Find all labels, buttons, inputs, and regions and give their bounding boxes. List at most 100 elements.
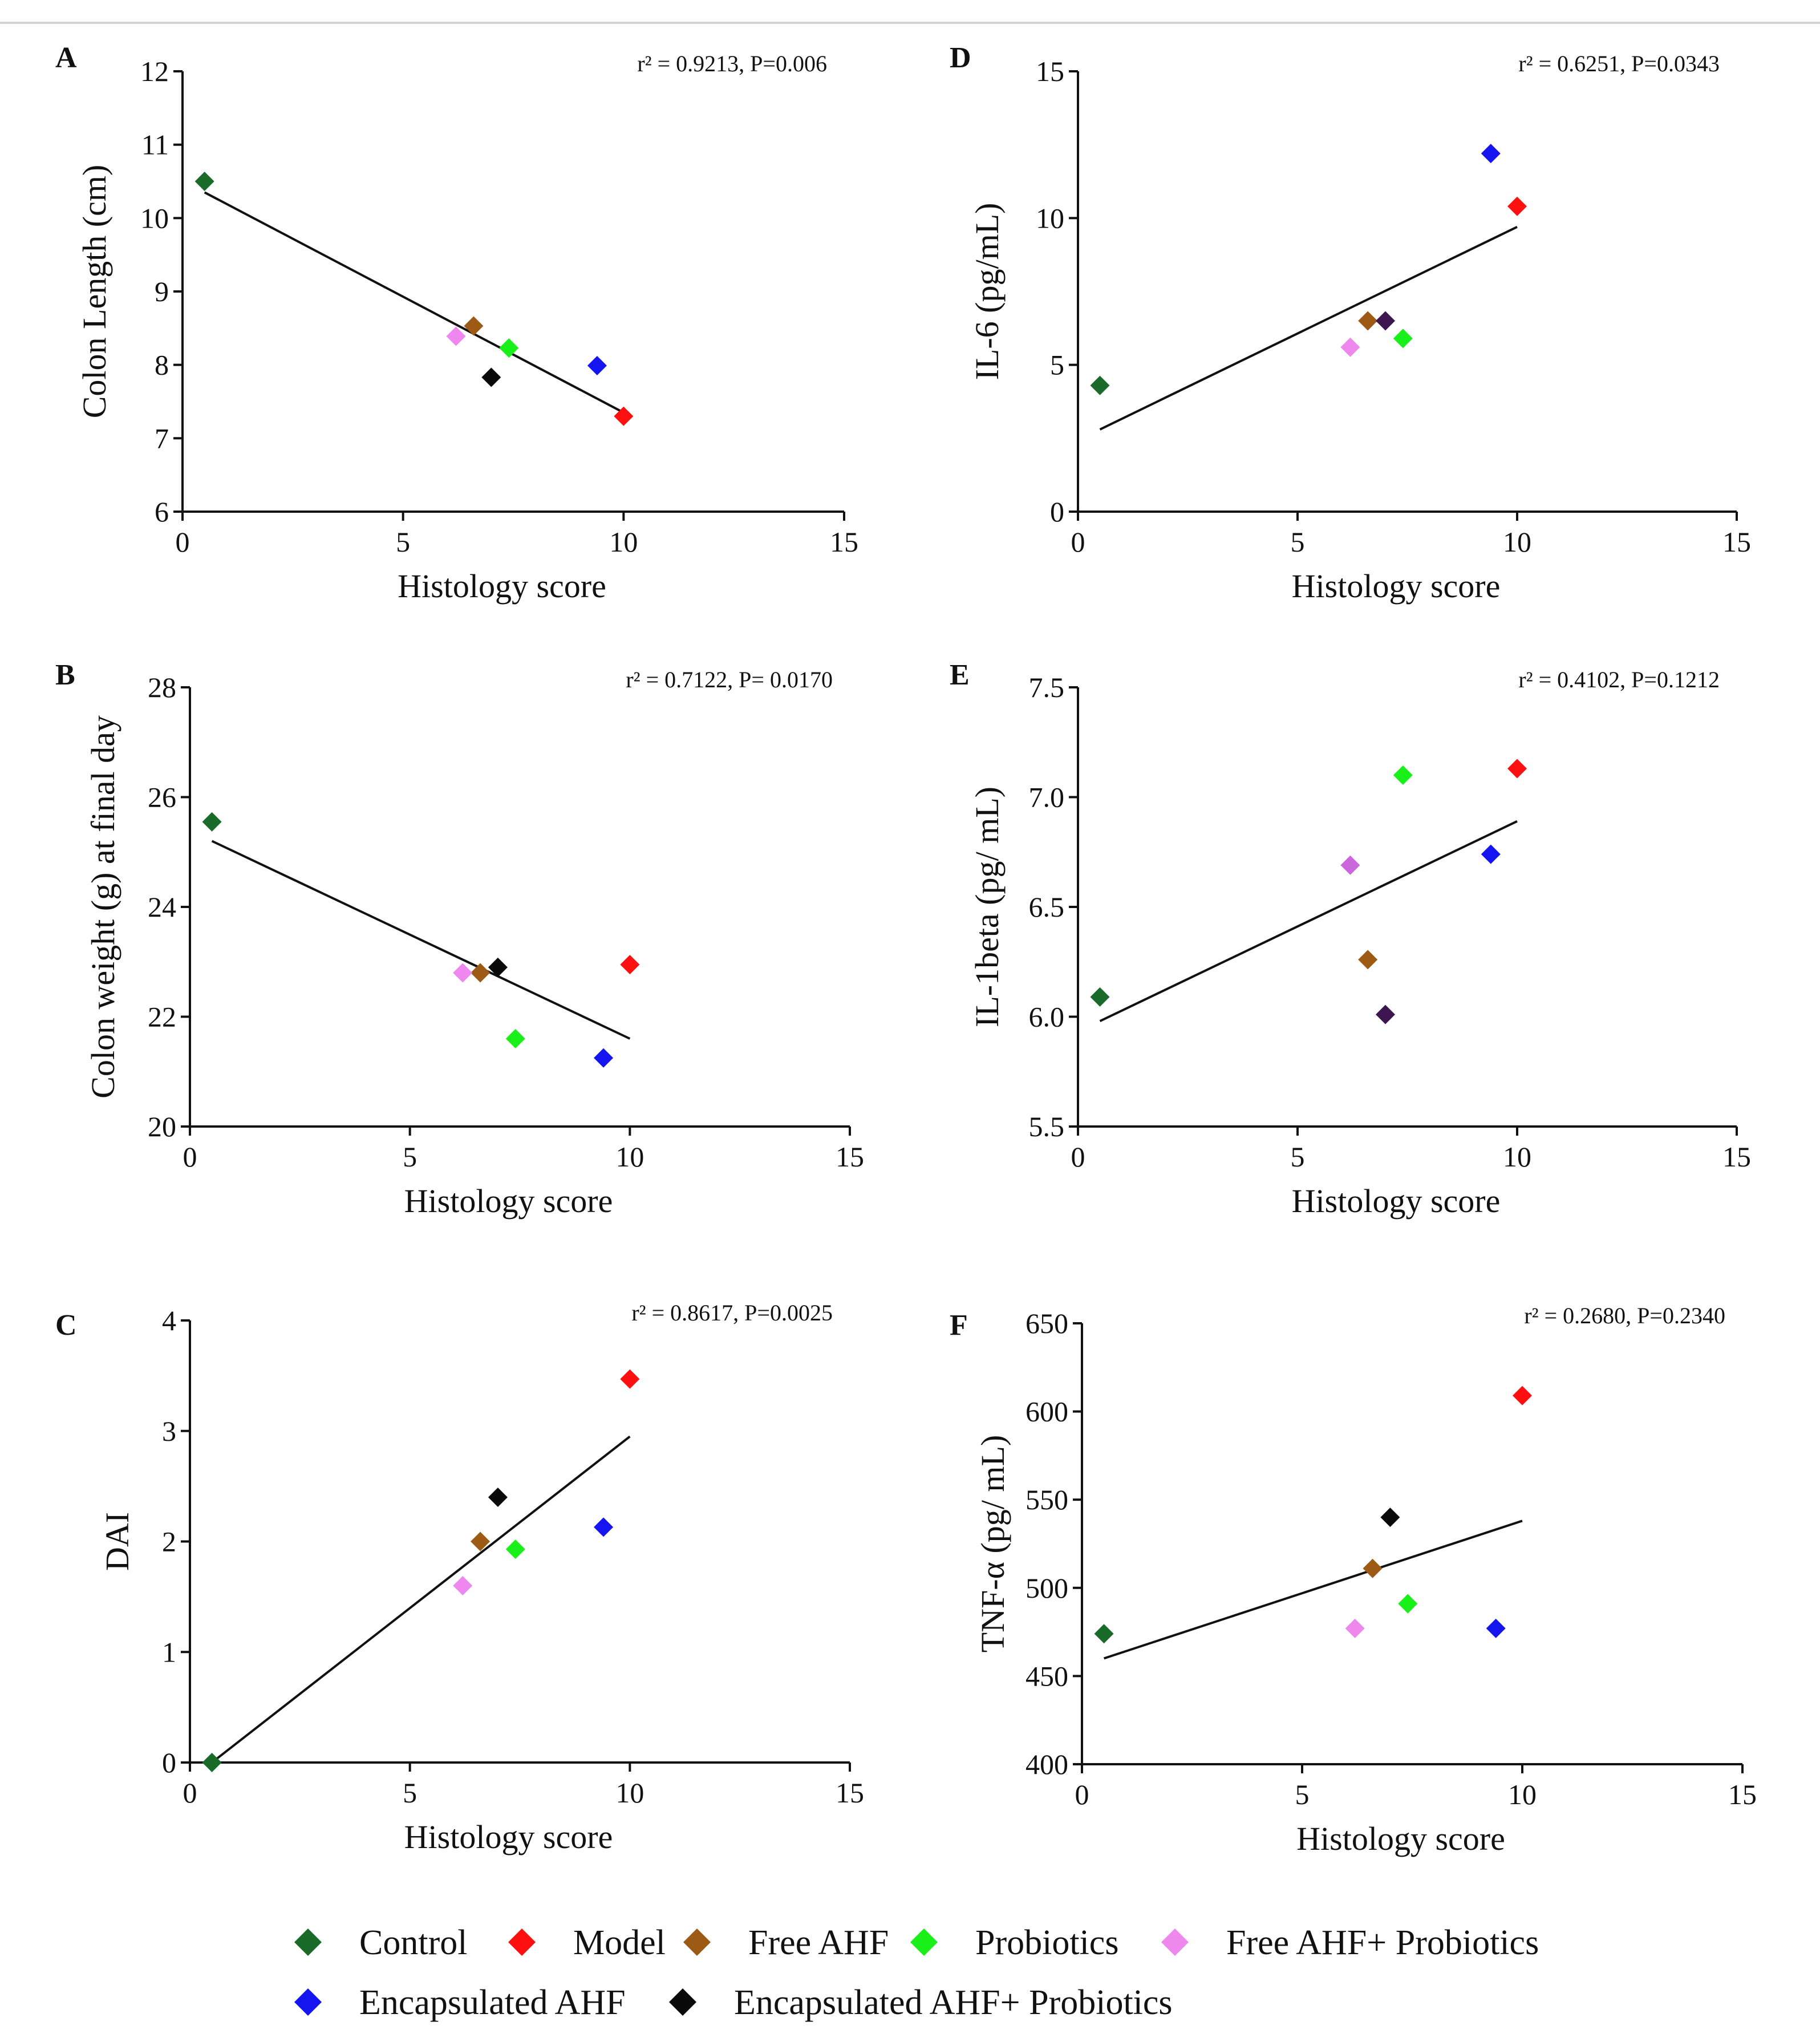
regression-line (211, 840, 631, 1040)
y-tick-label: 450 (1025, 1660, 1068, 1692)
data-point-encapsulated-ahf-probiotics (1376, 1004, 1395, 1024)
y-tick-label: 26 (148, 781, 176, 813)
data-point-model (620, 1369, 640, 1389)
data-point-encapsulated-ahf (587, 355, 607, 375)
x-tick-label: 0 (176, 526, 190, 558)
stat-annotation: r² = 0.9213, P=0.006 (637, 51, 827, 76)
data-point-model (614, 406, 634, 426)
x-tick-label: 10 (1508, 1778, 1537, 1810)
data-point-encapsulated-ahf-probiotics (481, 367, 501, 387)
y-tick-label: 4 (162, 1304, 176, 1336)
x-tick-label: 10 (615, 1141, 644, 1173)
y-tick-label: 0 (162, 1747, 176, 1778)
data-point-model (1513, 1385, 1532, 1405)
panel-e: E 0 5 10 15 5.5 6.0 6.5 7.0 7.5 Histology score IL-… (950, 659, 1751, 1219)
y-tick-label: 12 (140, 55, 169, 87)
y-tick-label: 3 (162, 1415, 176, 1447)
y-tick-label: 8 (155, 349, 169, 381)
y-axis-title: TNF-α (pg/ mL) (974, 1435, 1011, 1653)
legend-label: Encapsulated AHF+ Probiotics (734, 1983, 1173, 2022)
data-point-free-ahf-probiotics (1345, 1618, 1365, 1638)
y-tick-label: 24 (148, 891, 176, 923)
y-axis-title: IL-6 (pg/mL) (968, 203, 1006, 380)
data-point-probiotics (1398, 1594, 1418, 1614)
data-point-control (1090, 987, 1110, 1007)
y-axis-title: IL-1beta (pg/ mL) (968, 787, 1006, 1027)
data-point-free-ahf (471, 1531, 491, 1551)
legend-item-encapsulated-ahf-probiotics: Encapsulated AHF+ Probiotics (669, 1983, 1173, 2022)
panel-d: D 0 5 10 15 0 5 10 15 Histology score IL-6 (pg/mL)… (950, 42, 1751, 605)
panel-letter: D (950, 42, 971, 74)
x-tick-label: 0 (183, 1777, 197, 1809)
x-axis-title: Histology score (398, 568, 606, 605)
data-point-encapsulated-ahf (1481, 844, 1501, 864)
x-axis-title: Histology score (1296, 1820, 1505, 1857)
x-axis-title: Histology score (1292, 568, 1501, 605)
x-axis-title: Histology score (404, 1818, 613, 1855)
x-tick-label: 15 (1722, 526, 1751, 558)
panel-a: A 0 5 10 15 6 7 8 9 10 11 12 Histology score Colon Le… (55, 42, 858, 605)
y-tick-label: 500 (1025, 1572, 1068, 1604)
x-tick-label: 10 (1503, 1141, 1531, 1173)
x-axis-title: Histology score (404, 1182, 613, 1219)
data-point-free-ahf (1358, 311, 1378, 331)
data-point-probiotics (1393, 765, 1413, 785)
legend-label: Control (359, 1923, 467, 1962)
legend-marker (910, 1928, 938, 1956)
stat-annotation: r² = 0.2680, P=0.2340 (1524, 1303, 1725, 1328)
panel-c: C 0 5 10 15 0 1 2 3 4 Histology score DAI r² = 0.861… (55, 1300, 864, 1855)
legend-marker (683, 1928, 711, 1956)
legend-marker (508, 1928, 536, 1956)
y-tick-label: 6 (155, 496, 169, 528)
y-axis-title: Colon weight (g) at final day (84, 715, 121, 1099)
legend-item-probiotics: Probiotics (910, 1923, 1118, 1962)
y-tick-label: 22 (148, 1001, 176, 1033)
y-tick-label: 600 (1025, 1396, 1068, 1428)
data-point-free-ahf-probiotics (446, 326, 466, 346)
x-tick-label: 15 (1722, 1141, 1751, 1173)
legend-item-free-ahf-probiotics: Free AHF+ Probiotics (1161, 1923, 1539, 1962)
panel-letter: B (55, 659, 75, 691)
data-point-control (202, 812, 222, 832)
stat-annotation: r² = 0.6251, P=0.0343 (1518, 51, 1720, 76)
data-point-encapsulated-ahf-probiotics (488, 957, 508, 977)
data-point-encapsulated-ahf-probiotics (1376, 311, 1395, 331)
y-axis-title: Colon Length (cm) (76, 165, 113, 419)
regression-line (204, 191, 625, 414)
legend: Control Model Free AHF Probiotics Free AHF+ … (294, 1923, 1539, 2022)
legend-item-model: Model (508, 1923, 666, 1962)
legend-item-control: Control (294, 1923, 467, 1962)
x-tick-label: 5 (396, 526, 410, 558)
data-point-probiotics (1393, 329, 1413, 349)
x-tick-label: 10 (609, 526, 638, 558)
panel-letter: E (950, 659, 970, 691)
y-tick-label: 20 (148, 1111, 176, 1142)
legend-label: Model (573, 1923, 666, 1962)
legend-item-encapsulated-ahf: Encapsulated AHF (294, 1983, 626, 2022)
y-tick-label: 5.5 (1029, 1111, 1065, 1142)
x-tick-label: 15 (836, 1777, 864, 1809)
data-point-control (202, 1753, 222, 1772)
panel-letter: C (55, 1309, 77, 1342)
x-tick-label: 5 (403, 1777, 417, 1809)
y-tick-label: 11 (141, 129, 169, 161)
data-point-encapsulated-ahf (1486, 1618, 1506, 1638)
y-tick-label: 15 (1036, 55, 1064, 87)
legend-marker (1161, 1928, 1189, 1956)
panel-letter: F (950, 1309, 968, 1342)
data-point-model (1507, 196, 1527, 216)
data-point-free-ahf-probiotics (1340, 337, 1360, 357)
data-point-free-ahf (471, 963, 491, 983)
data-point-control (1094, 1624, 1114, 1644)
data-point-model (620, 955, 640, 975)
legend-marker (669, 1988, 696, 2016)
data-point-model (1507, 759, 1527, 779)
data-point-free-ahf (1358, 950, 1378, 970)
data-point-free-ahf-probiotics (453, 963, 473, 983)
y-tick-label: 7.0 (1029, 781, 1065, 813)
panel-f: F 0 5 10 15 400 450 500 550 600 650 Histology score… (950, 1303, 1757, 1857)
y-tick-label: 400 (1025, 1748, 1068, 1780)
y-tick-label: 2 (162, 1526, 176, 1558)
x-tick-label: 10 (1503, 526, 1531, 558)
